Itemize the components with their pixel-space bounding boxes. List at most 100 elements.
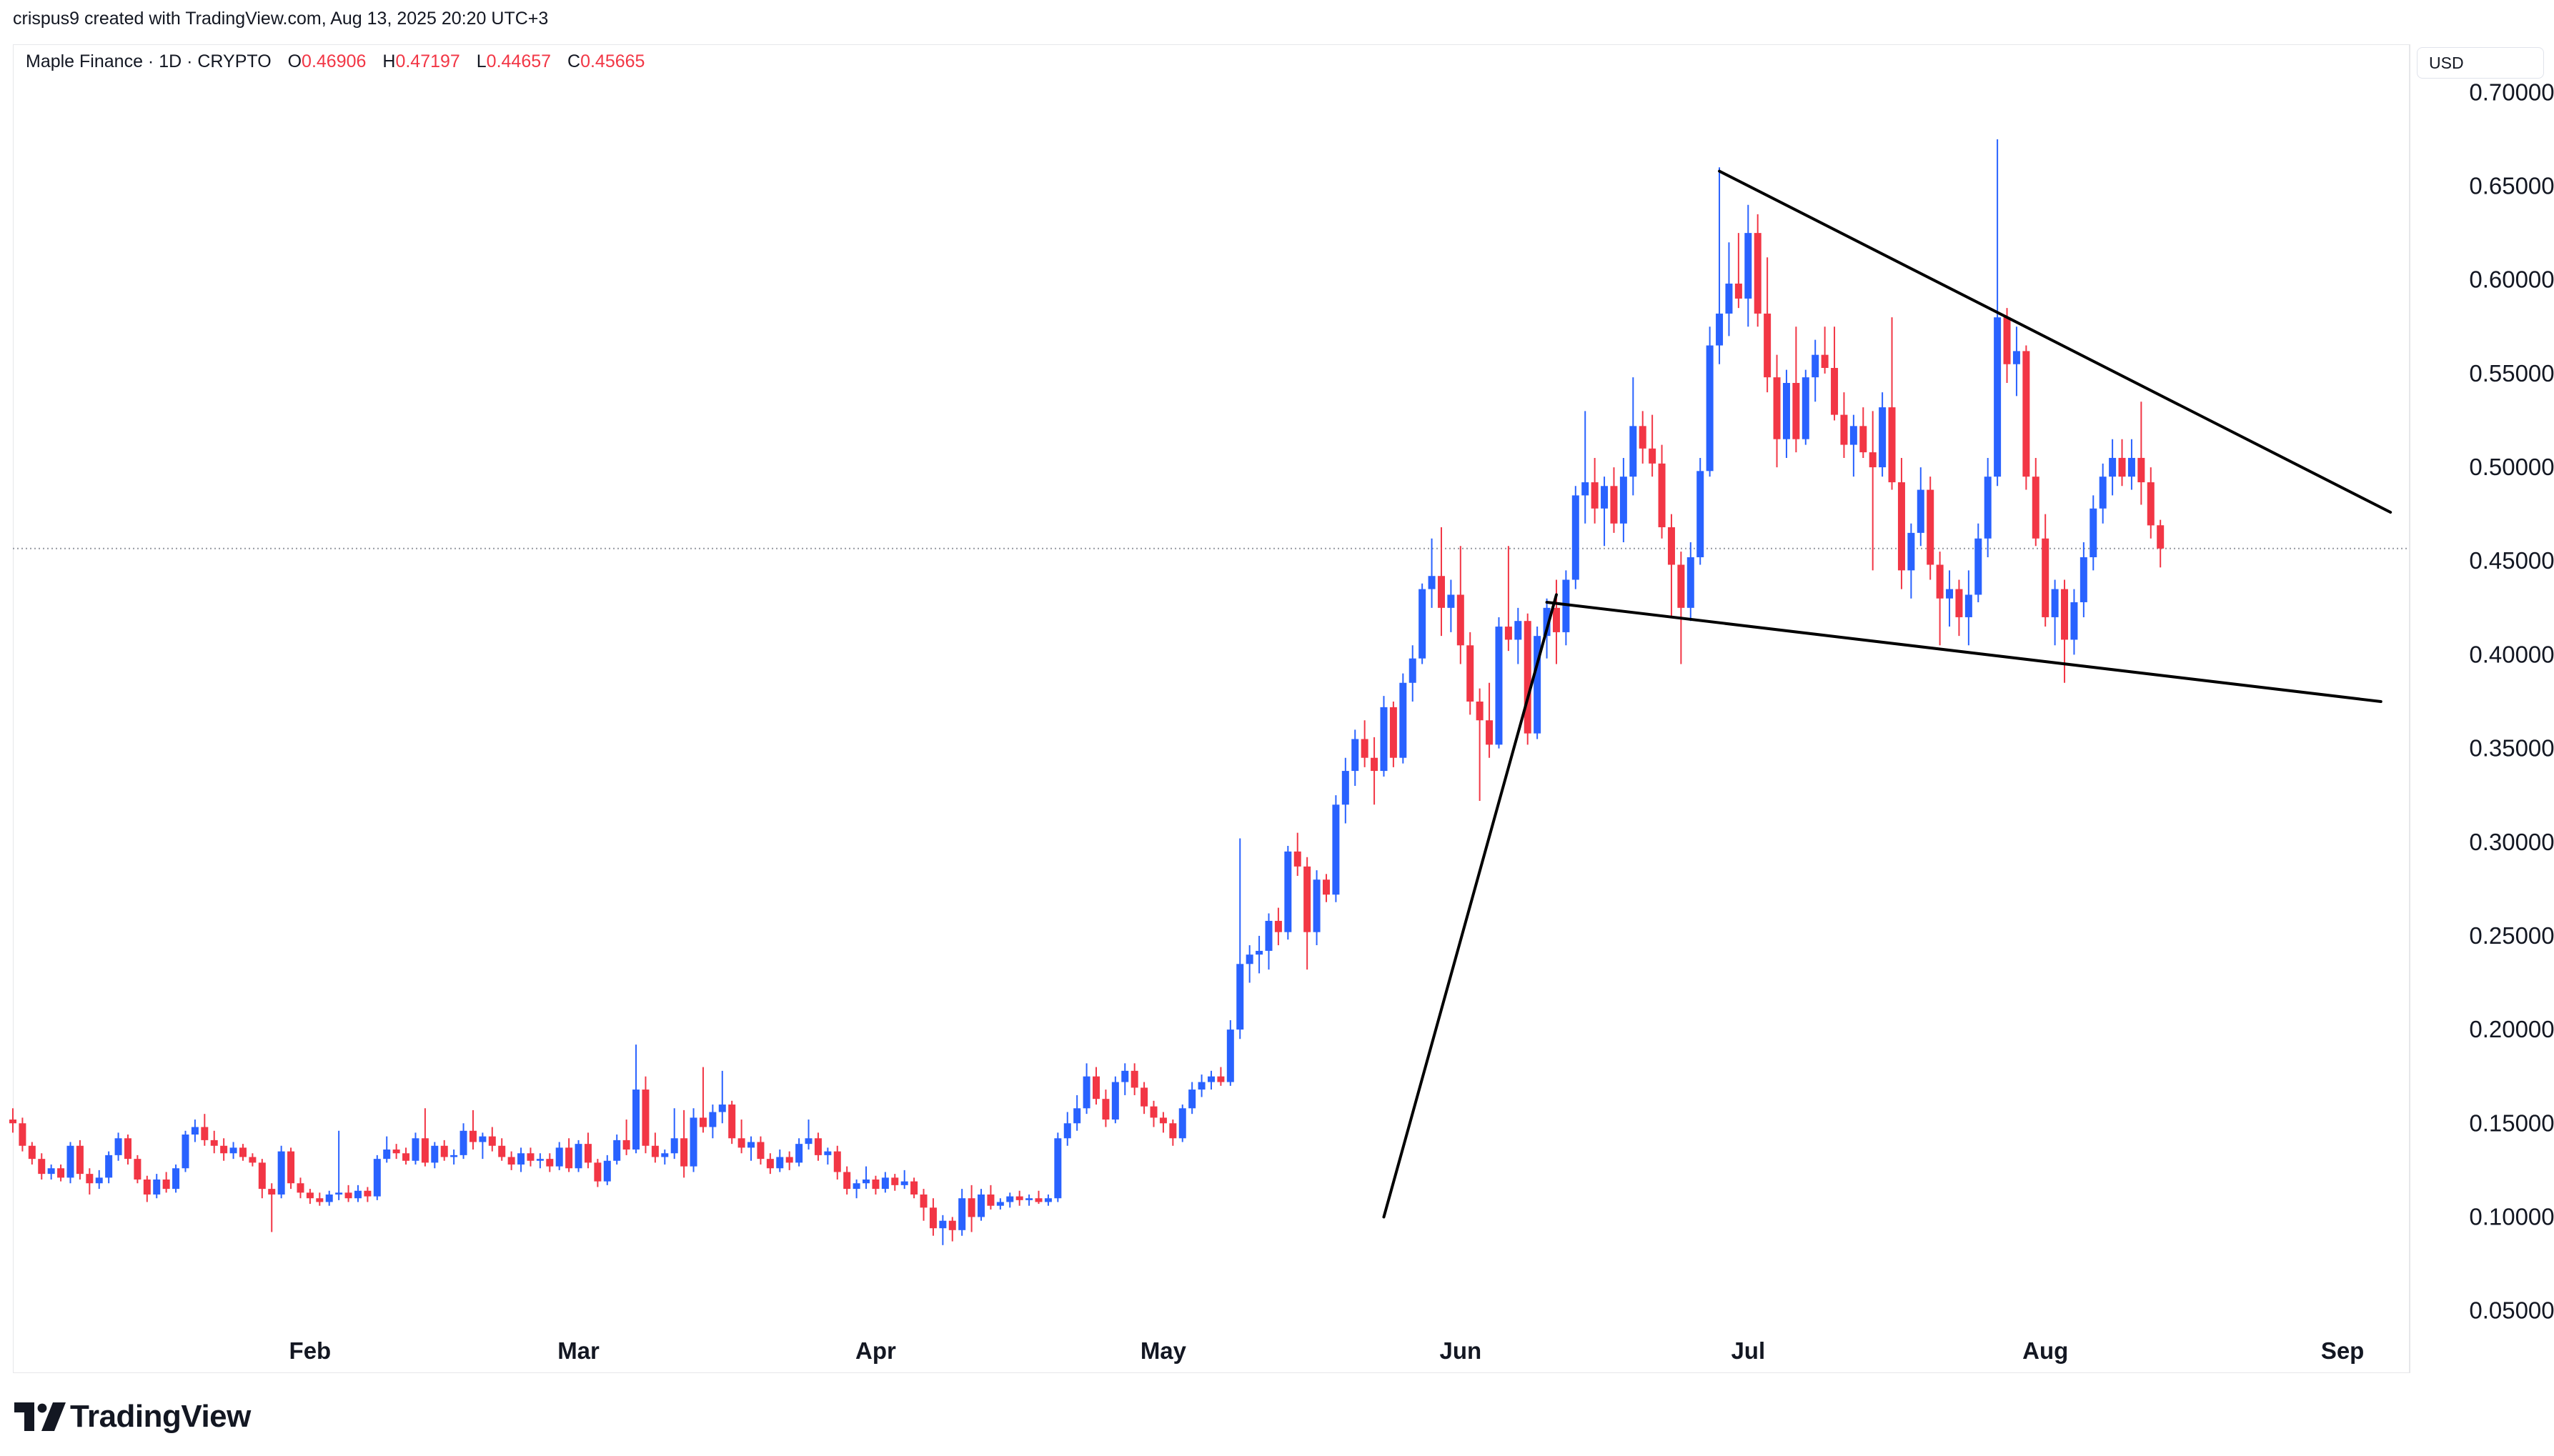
candle-body [210, 1140, 218, 1146]
candle-body [1150, 1106, 1158, 1118]
price-tick-label: 0.50000 [2469, 454, 2554, 480]
candle-body [1428, 576, 1436, 589]
candle [843, 1166, 851, 1195]
candle [594, 1159, 602, 1187]
price-tick-label: 0.55000 [2469, 360, 2554, 387]
candle [1601, 477, 1609, 547]
candle [1514, 607, 1522, 664]
candles-layer [9, 139, 2165, 1245]
candle-body [354, 1190, 362, 1199]
candle-body [344, 1192, 352, 1199]
candle-body [1025, 1198, 1033, 1200]
candle-body [2061, 589, 2069, 640]
candle [2070, 589, 2078, 655]
candle-body [220, 1145, 228, 1154]
price-tick-label: 0.25000 [2469, 922, 2554, 949]
candle [718, 1070, 726, 1124]
candle [1035, 1190, 1043, 1205]
candle-body [402, 1153, 410, 1161]
candle [1667, 514, 1675, 617]
candle-body [1936, 564, 1944, 599]
candle [661, 1150, 669, 1165]
candle-body [900, 1181, 908, 1185]
candle [1102, 1089, 1110, 1127]
candle-body [1044, 1198, 1052, 1202]
candle-body [1907, 532, 1915, 571]
chart-credit: crispus9 created with TradingView.com, A… [13, 9, 549, 29]
candle [920, 1189, 928, 1221]
candle-body [1408, 658, 1416, 683]
candle [287, 1147, 295, 1190]
candle [344, 1185, 352, 1202]
candle-body [19, 1123, 26, 1146]
candle-body [1562, 579, 1570, 632]
symbol-legend[interactable]: Maple Finance · 1D · CRYPTO O0.46906 H0.… [26, 51, 645, 72]
candle-body [565, 1147, 573, 1169]
candle [1476, 688, 1484, 802]
candle [9, 1108, 16, 1133]
candle [996, 1198, 1004, 1210]
candle [1716, 167, 1724, 364]
candle-body [575, 1144, 582, 1169]
candle-body [172, 1168, 180, 1190]
currency-selector[interactable]: USD [2417, 47, 2544, 79]
candle [1955, 579, 1963, 637]
candle [220, 1138, 228, 1161]
candle-body [373, 1159, 381, 1197]
candle-body [1802, 377, 1809, 439]
candle [1246, 945, 1253, 983]
candle [364, 1187, 372, 1202]
candle [1466, 632, 1474, 715]
tradingview-logo[interactable]: TradingView [14, 1399, 251, 1435]
candle [1456, 546, 1464, 664]
candle-body [182, 1135, 189, 1169]
candle-body [1696, 471, 1704, 557]
candle [191, 1120, 199, 1142]
candle [2061, 579, 2069, 683]
candle [1504, 546, 1512, 652]
time-tick-label: Jun [1439, 1337, 1481, 1364]
candle-body [1543, 607, 1551, 637]
candle [824, 1147, 832, 1165]
candle [1897, 457, 1905, 589]
candle-body [881, 1177, 889, 1190]
candle-body [1927, 489, 1934, 565]
candle [1083, 1063, 1090, 1115]
candle-body [776, 1157, 784, 1169]
candle [105, 1151, 113, 1184]
candle [1524, 613, 1531, 745]
candle-body [440, 1145, 448, 1157]
candle-body [507, 1157, 515, 1165]
candle-body [1782, 383, 1790, 439]
candle [1888, 317, 1896, 490]
candle-body [1601, 486, 1609, 509]
candle [833, 1145, 841, 1180]
candle [1946, 570, 1954, 627]
candle-body [1581, 482, 1589, 496]
trendline [1718, 169, 2392, 514]
candle-body [536, 1159, 544, 1161]
candle [603, 1155, 611, 1185]
candle [978, 1189, 985, 1221]
candle-body [2109, 457, 2117, 477]
price-tick-label: 0.40000 [2469, 641, 2554, 667]
candle-body [814, 1138, 822, 1155]
candle [498, 1138, 506, 1161]
candle-body [872, 1179, 880, 1190]
candle [1284, 846, 1292, 940]
tradingview-wordmark: TradingView [70, 1399, 251, 1434]
candle [1399, 673, 1407, 764]
candle-body [1380, 707, 1388, 772]
candle-body [1284, 851, 1292, 932]
candle-body [709, 1112, 717, 1127]
candle-body [1389, 707, 1397, 758]
candle [1322, 874, 1330, 902]
time-tick-label: Aug [2022, 1337, 2068, 1364]
candle-body [680, 1138, 688, 1167]
trendlines-layer [1382, 169, 2392, 1219]
candle [555, 1142, 563, 1170]
candle-body [584, 1144, 592, 1163]
candle-body [718, 1105, 726, 1112]
candle-body [1667, 527, 1675, 565]
